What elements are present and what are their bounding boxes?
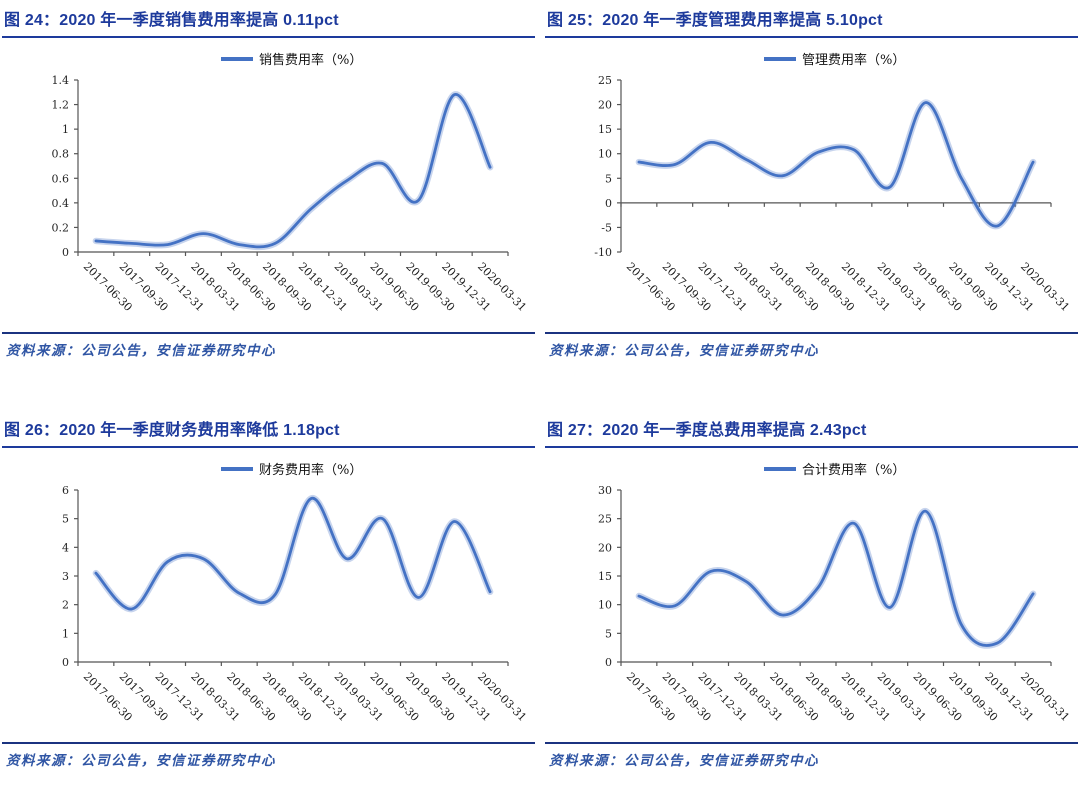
y-axis-tick-label: 0 [62, 656, 69, 669]
y-axis-tick-label: 15 [598, 123, 612, 136]
y-axis-tick-label: -5 [601, 221, 612, 234]
y-axis-tick-label: 15 [598, 570, 612, 583]
y-axis-tick-label: 1.4 [52, 74, 70, 87]
legend-label: 合计费用率（%） [802, 462, 905, 478]
y-axis-tick-label: 2 [62, 599, 69, 612]
figure-27-source-note: 资料来源：公司公告，安信证券研究中心 [545, 742, 1078, 769]
figure-26: 图 26：2020 年一季度财务费用率降低 1.18pct 0 1 2 3 4 5 6 201… [2, 414, 535, 769]
series-line [637, 101, 1035, 228]
series-line [94, 93, 492, 249]
figure-24-title: 图 24：2020 年一季度销售费用率提高 0.11pct [2, 4, 535, 38]
y-axis-tick-label: 5 [605, 172, 612, 185]
y-axis-tick-label: 3 [62, 570, 69, 583]
chart-svg: 01234562017-06-302017-09-302017-12-31201… [62, 462, 529, 724]
y-axis-tick-label: 10 [598, 599, 612, 612]
y-axis-tick-label: 0 [605, 656, 612, 669]
figure-24-line-chart: 0 0.2 0.4 0.6 0.8 1 1.2 1.4 2017-06-30 2017-09-30… [2, 40, 535, 332]
y-axis-tick-label: 0.6 [52, 172, 70, 185]
y-axis-tick-label: 20 [598, 541, 612, 554]
y-axis-tick-label: 5 [62, 513, 69, 526]
series-line [637, 509, 1035, 647]
figure-27-line-chart: 0 5 10 15 20 25 30 2017-06-30 2017-09-30 2017-12-… [545, 450, 1078, 742]
figure-26-source-note: 资料来源：公司公告，安信证券研究中心 [2, 742, 535, 769]
figure-27: 图 27：2020 年一季度总费用率提高 2.43pct 0 5 10 15 20 25 3… [545, 414, 1078, 769]
y-axis-tick-label: 25 [598, 74, 612, 87]
figure-24-source-note: 资料来源：公司公告，安信证券研究中心 [2, 332, 535, 359]
y-axis-tick-label: 6 [62, 484, 69, 497]
y-axis-tick-label: 0 [605, 197, 612, 210]
y-axis-tick-label: 1.2 [52, 99, 70, 112]
y-axis-tick-label: 25 [598, 513, 612, 526]
figure-25-title: 图 25：2020 年一季度管理费用率提高 5.10pct [545, 4, 1078, 38]
figure-25: 图 25：2020 年一季度管理费用率提高 5.10pct -10 -5 0 5 10 1… [545, 4, 1078, 359]
series-line-halo [635, 99, 1037, 230]
figure-24: 图 24：2020 年一季度销售费用率提高 0.11pct 0 0.2 0.4 0.6… [2, 4, 535, 359]
series-line-halo [635, 508, 1037, 649]
series-line [94, 497, 492, 611]
chart-svg: 0510152025302017-06-302017-09-302017-12-… [598, 462, 1072, 724]
y-axis-tick-label: 1 [62, 123, 69, 136]
legend-label: 销售费用率（%） [259, 52, 362, 68]
figure-27-title: 图 27：2020 年一季度总费用率提高 2.43pct [545, 414, 1078, 448]
series-line-halo [92, 495, 494, 613]
y-axis-tick-label: 0.4 [52, 197, 70, 210]
y-axis-tick-label: 5 [605, 627, 612, 640]
y-axis-tick-label: 1 [62, 627, 69, 640]
legend-label: 管理费用率（%） [802, 52, 905, 68]
figure-26-line-chart: 0 1 2 3 4 5 6 2017-06-30 2017-09-30 2017-12-31 201… [2, 450, 535, 742]
figure-25-source-note: 资料来源：公司公告，安信证券研究中心 [545, 332, 1078, 359]
y-axis-tick-label: -10 [594, 246, 612, 259]
y-axis-tick-label: 0.8 [52, 148, 70, 161]
y-axis-tick-label: 20 [598, 99, 612, 112]
chart-svg: 00.20.40.60.811.21.42017-06-302017-09-30… [52, 52, 530, 314]
y-axis-tick-label: 30 [598, 484, 612, 497]
figure-25-line-chart: -10 -5 0 5 10 15 20 25 2017-06-30 2017-09-30 2017-… [545, 40, 1078, 332]
chart-svg: -10-505101520252017-06-302017-09-302017-… [594, 52, 1072, 314]
y-axis-tick-label: 10 [598, 148, 612, 161]
y-axis-tick-label: 0 [62, 246, 69, 259]
figure-26-title: 图 26：2020 年一季度财务费用率降低 1.18pct [2, 414, 535, 448]
legend-label: 财务费用率（%） [259, 462, 362, 478]
y-axis-tick-label: 0.2 [52, 221, 70, 234]
y-axis-tick-label: 4 [62, 541, 69, 554]
